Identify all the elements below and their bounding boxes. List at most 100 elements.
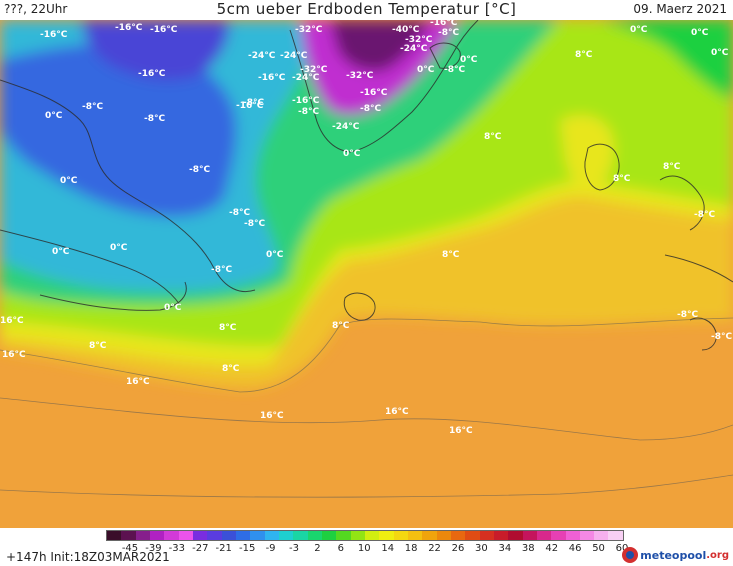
temp-label: -8°C [244,219,265,229]
color-scale-tick-label: 38 [521,543,535,554]
temp-label: -8°C [82,102,103,112]
temp-label: 8°C [663,162,681,172]
temp-label: 0°C [110,243,128,253]
temp-label: 8°C [575,50,593,60]
temperature-map: -16°C -16°C -16°C -32°C -16°C -8°C -16°C… [0,20,733,528]
color-scale-tick-label: 22 [428,543,441,554]
temp-label: 0°C [164,303,182,313]
color-scale-swatch [293,531,308,540]
color-scale-swatch [321,531,337,540]
meteopool-logo-icon [622,547,639,563]
color-scale-swatch [192,531,208,540]
temp-label: -8°C [677,310,698,320]
color-scale-tick-label: -39 [145,543,162,554]
temp-label: -16°C [258,73,286,83]
temp-label: -16°C [292,96,320,106]
temp-label: -8°C [694,210,715,220]
temp-label: 8°C [442,250,460,260]
color-scale-tick-label: 14 [381,543,395,554]
color-scale-tick-label: -27 [192,543,209,554]
color-scale-swatch [307,531,322,540]
temp-label: 16°C [126,377,150,387]
color-scale-swatch [608,531,623,540]
temp-label: -24°C [280,51,308,61]
color-scale-tick-label: -33 [168,543,186,554]
coastlines [0,20,733,351]
color-scale-tick-label: 30 [475,543,488,554]
map-footer: -45 -39 -33 -27 -21 -15 -9 -3 2 6 10 14 18 22 26 30 34 38… [0,528,733,566]
color-scale-swatch [565,531,580,540]
color-scale-swatch [465,531,480,540]
color-scale-swatch [350,531,365,540]
temp-label: -8°C [211,265,232,275]
color-scale-swatch [164,531,179,540]
temp-label: 8°C [484,132,502,142]
color-scale-tick-label: 46 [568,543,582,554]
temp-label: -16°C [138,69,166,79]
temp-label: 8°C [219,323,237,333]
color-scale-swatch [551,531,566,540]
color-scale-swatch [278,531,294,540]
temp-label: -8°C [144,114,165,124]
color-scale-swatch [364,531,380,540]
temp-label: -8°C [189,165,210,175]
temp-label: 0°C [266,250,284,260]
temp-label: -16°C [360,88,388,98]
color-scale-swatch [393,531,408,540]
temp-label: 0°C [417,65,435,75]
temp-label: 0°C [60,176,78,186]
color-scale-tick-label: -9 [265,543,276,554]
temp-label: -32°C [295,25,323,35]
temp-label: 16°C [385,407,409,417]
isotherms [0,317,733,498]
temp-label: 8°C [332,321,350,331]
color-scale-swatch [207,531,222,540]
brand-logo[interactable]: meteopool .org [622,546,729,564]
temp-label: 0°C [691,28,709,38]
temp-label: 0°C [52,247,70,257]
temp-label: -8°C [243,98,264,108]
color-scale-bar [106,530,624,541]
temp-label: 0°C [460,55,478,65]
color-scale-swatch [508,531,523,540]
color-scale-swatch [579,531,595,540]
color-scale-tick-label: -15 [238,543,256,554]
temp-label: 0°C [45,111,63,121]
temp-label: -8°C [711,332,732,342]
brand-tld: .org [706,549,729,561]
temperature-field [0,20,733,389]
color-scale-swatch [479,531,494,540]
color-scale-swatch [522,531,537,540]
temp-label: -16°C [236,101,264,111]
color-scale-swatch [379,531,394,540]
color-scale-ticks: -45 -39 -33 -27 -21 -15 -9 -3 2 6 10 14 18 22 26 30 34 38… [106,543,629,555]
color-scale-swatch [149,531,165,540]
color-scale-swatch [235,531,251,540]
map-header: ???, 22Uhr 5cm ueber Erdboden Temperatur… [0,0,733,20]
temp-label: -24°C [332,122,360,132]
color-scale-tick-label: 42 [545,543,559,554]
temp-label: 16°C [2,350,26,360]
temp-label: -16°C [150,25,178,35]
temp-label: -16°C [430,20,458,28]
color-scale-swatch [135,531,150,540]
temp-label: -24°C [400,44,428,54]
forecast-date: 09. Maerz 2021 [633,2,727,16]
color-scale-swatch [250,531,265,540]
temp-label: 8°C [222,364,240,374]
temp-label: -24°C [292,73,320,83]
color-scale-swatch [107,531,122,540]
color-scale-swatch [178,531,193,540]
temp-label: -8°C [298,107,319,117]
brand-name: meteopool [640,548,707,562]
temp-label: -32°C [405,35,433,45]
color-scale-swatch [422,531,437,540]
temp-label: 8°C [89,341,107,351]
map-temperature-labels: -16°C -16°C -16°C -32°C -16°C -8°C -16°C… [0,20,729,436]
color-scale-tick-label: 6 [337,543,345,554]
temp-label: -8°C [229,208,250,218]
temp-label: -24°C [248,51,276,61]
color-scale-swatch [436,531,451,540]
color-scale-tick-label: 34 [498,543,512,554]
color-scale-swatch [221,531,236,540]
